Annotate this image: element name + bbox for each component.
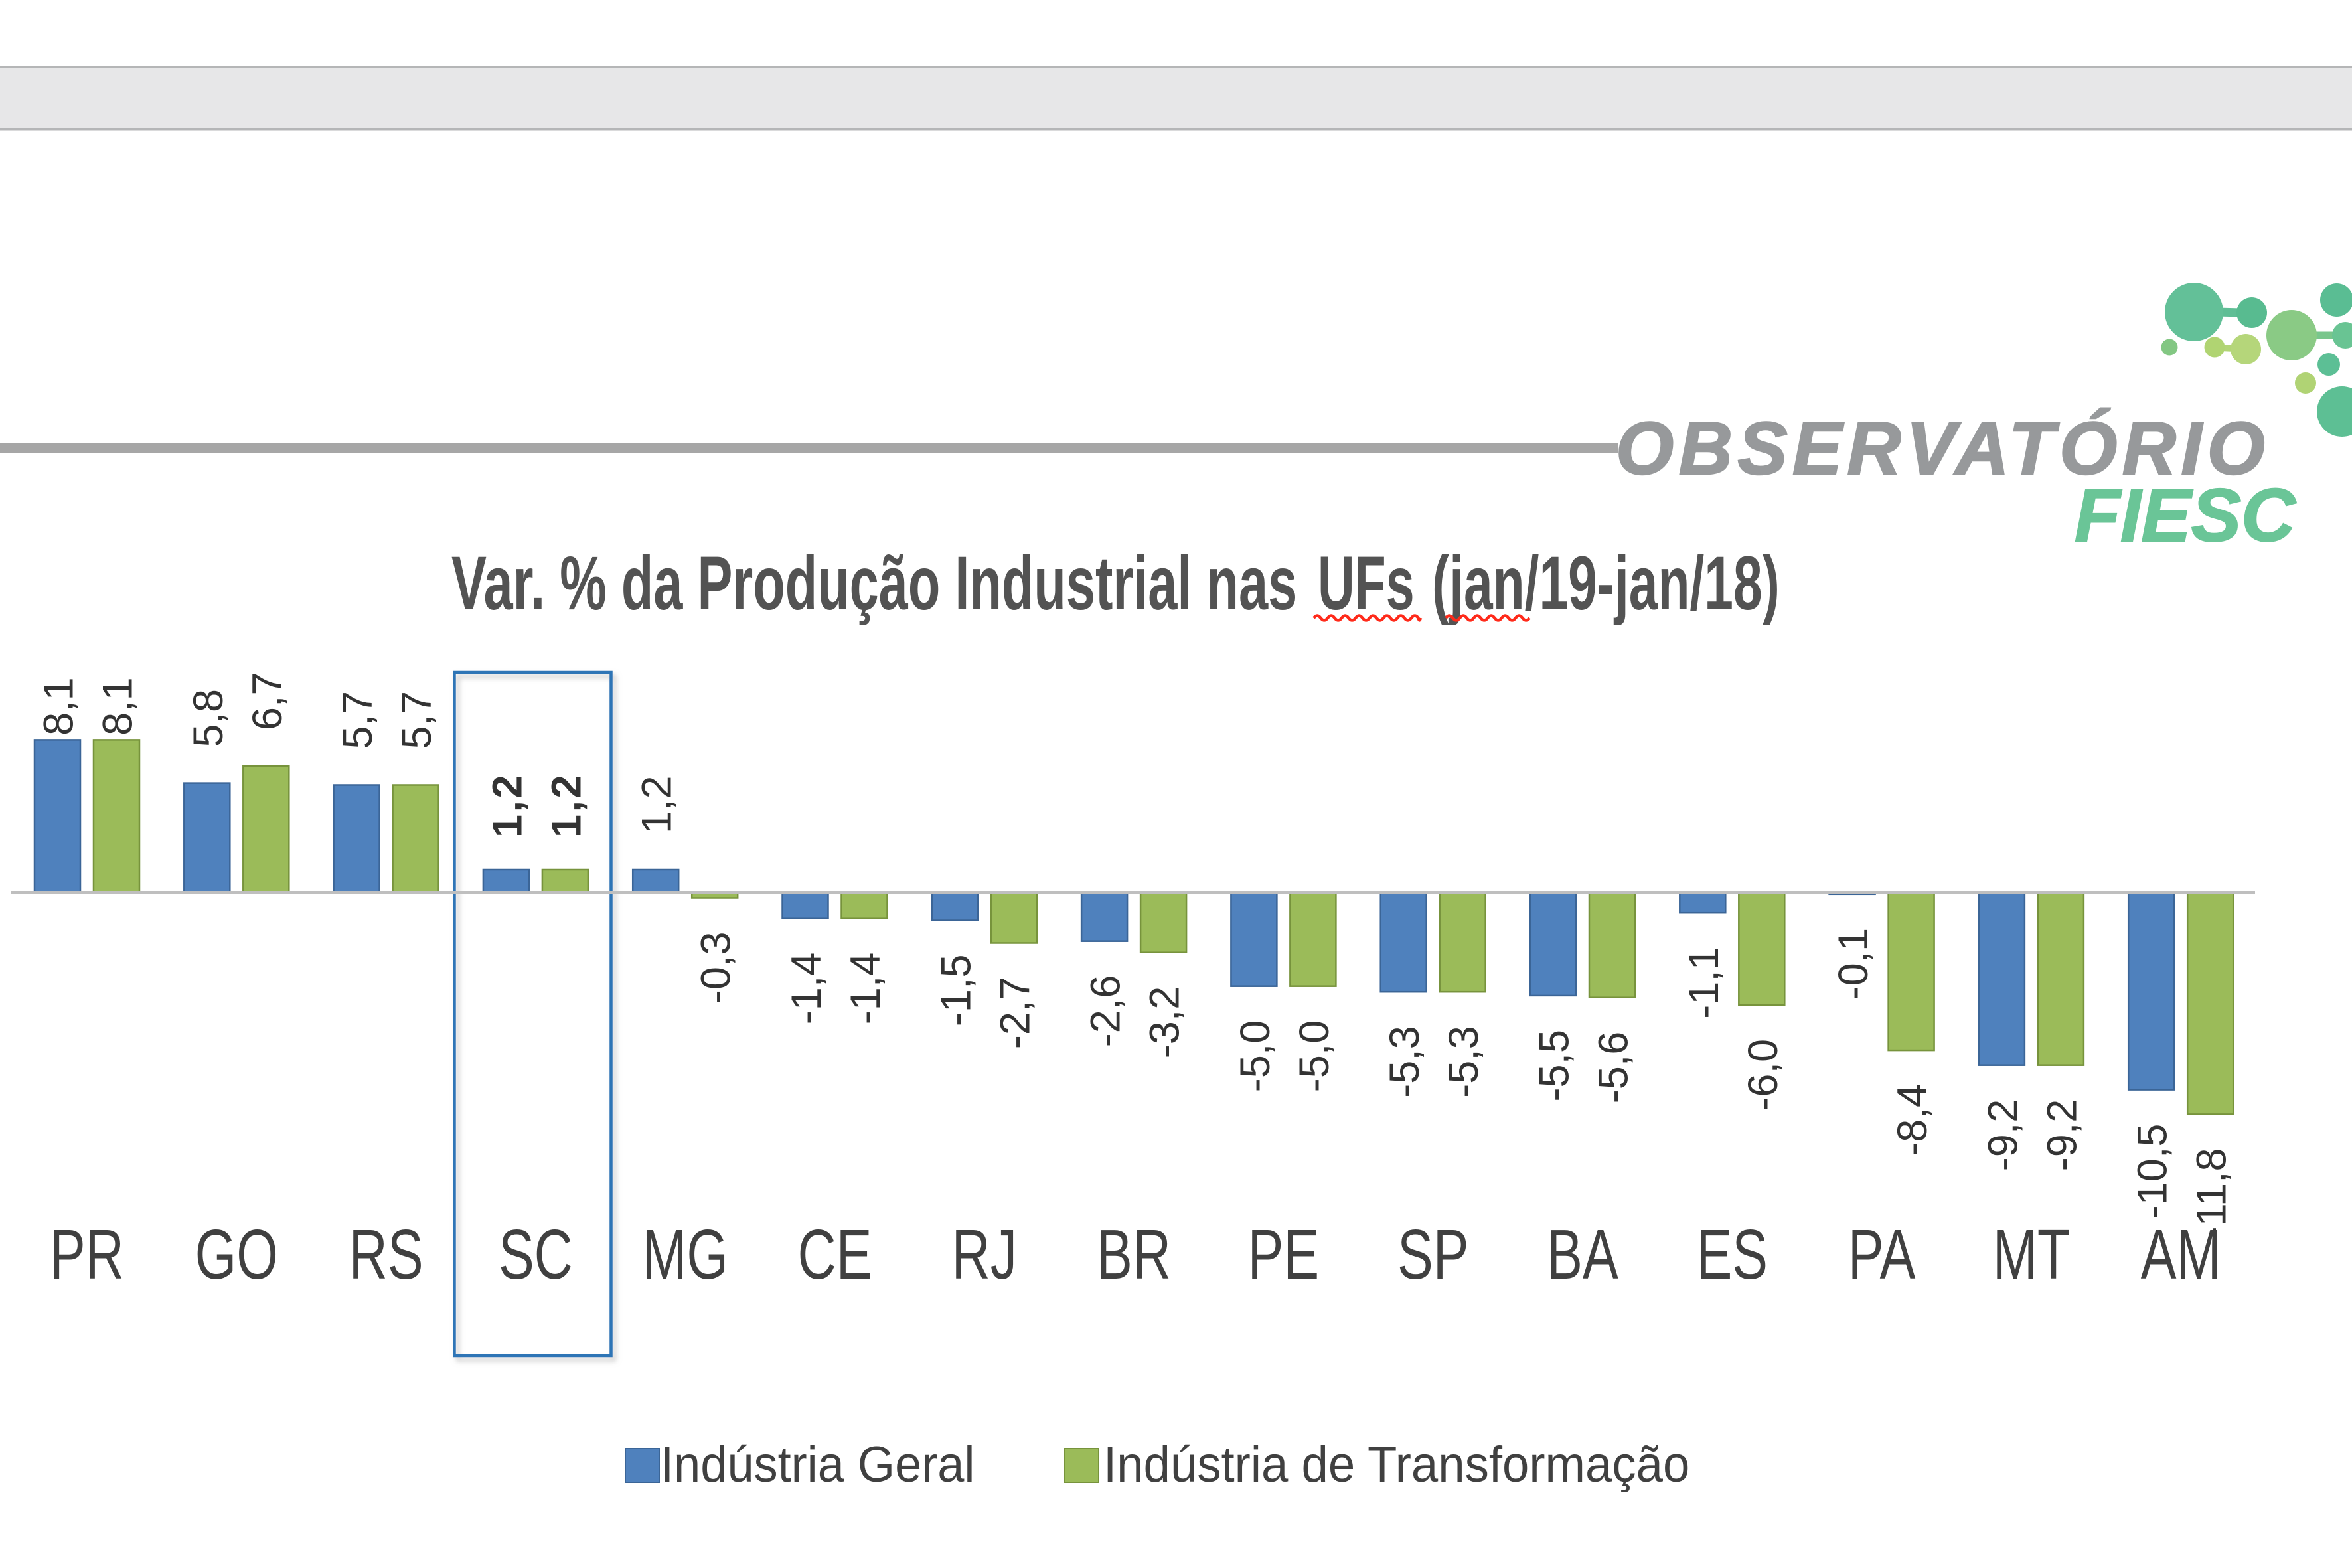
svg-text:-5,3: -5,3 <box>1381 1026 1428 1098</box>
svg-text:Indústria Geral: Indústria Geral <box>661 1436 975 1492</box>
svg-text:8,1: 8,1 <box>95 677 141 736</box>
svg-text:-2,6: -2,6 <box>1083 975 1129 1048</box>
svg-text:RS: RS <box>349 1215 424 1293</box>
svg-text:-9,2: -9,2 <box>2039 1099 2085 1172</box>
svg-text:1,2: 1,2 <box>484 773 530 838</box>
svg-text:(jan/19-jan/18): (jan/19-jan/18) <box>1432 540 1780 625</box>
svg-text:AM: AM <box>2141 1215 2221 1293</box>
svg-text:-1,4: -1,4 <box>783 953 830 1025</box>
svg-text:BR: BR <box>1097 1215 1171 1293</box>
svg-text:6,7: 6,7 <box>244 672 291 731</box>
svg-text:-5,5: -5,5 <box>1531 1030 1578 1102</box>
svg-text:PR: PR <box>50 1215 124 1293</box>
svg-text:-2,7: -2,7 <box>992 977 1038 1050</box>
svg-text:8,1: 8,1 <box>36 677 82 736</box>
svg-text:5,7: 5,7 <box>394 691 440 749</box>
svg-text:-5,0: -5,0 <box>1291 1020 1338 1093</box>
svg-text:-6,0: -6,0 <box>1740 1039 1786 1111</box>
svg-text:-11,8: -11,8 <box>2189 1148 2235 1240</box>
svg-text:-1,1: -1,1 <box>1681 947 1727 1019</box>
svg-text:Var. % da Produção Industrial: Var. % da Produção Industrial nas <box>451 540 1297 625</box>
svg-text:-1,4: -1,4 <box>842 953 889 1025</box>
svg-text:UFs: UFs <box>1318 540 1415 625</box>
svg-text:-5,0: -5,0 <box>1232 1020 1279 1093</box>
svg-text:MT: MT <box>1993 1215 2070 1293</box>
svg-text:SC: SC <box>499 1215 573 1293</box>
svg-text:OBSERVATÓRIO: OBSERVATÓRIO <box>1616 407 2270 490</box>
svg-text:BA: BA <box>1547 1215 1618 1293</box>
svg-text:-3,2: -3,2 <box>1142 986 1188 1059</box>
svg-text:5,7: 5,7 <box>335 691 381 749</box>
svg-text:-10,5: -10,5 <box>2130 1124 2176 1219</box>
svg-text:-0,1: -0,1 <box>1830 928 1877 1000</box>
svg-text:Indústria de Transformação: Indústria de Transformação <box>1103 1436 1689 1492</box>
svg-text:SP: SP <box>1397 1215 1468 1293</box>
svg-text:ES: ES <box>1697 1215 1768 1293</box>
svg-text:-5,3: -5,3 <box>1441 1026 1487 1098</box>
svg-text:FIESC: FIESC <box>2075 473 2296 557</box>
svg-text:-8,4: -8,4 <box>1889 1084 1936 1156</box>
svg-text:PE: PE <box>1248 1215 1319 1293</box>
svg-text:-9,2: -9,2 <box>1980 1099 2026 1172</box>
svg-text:GO: GO <box>195 1215 278 1293</box>
svg-text:PA: PA <box>1848 1215 1916 1293</box>
svg-text:-1,5: -1,5 <box>933 955 979 1027</box>
svg-text:RJ: RJ <box>952 1215 1017 1293</box>
svg-text:-5,6: -5,6 <box>1591 1032 1637 1104</box>
svg-text:1,2: 1,2 <box>634 775 680 834</box>
svg-text:CE: CE <box>798 1215 872 1293</box>
svg-text:MG: MG <box>642 1215 728 1293</box>
svg-text:5,8: 5,8 <box>185 689 232 747</box>
svg-text:1,2: 1,2 <box>543 773 589 838</box>
svg-text:-0,3: -0,3 <box>693 932 740 1004</box>
